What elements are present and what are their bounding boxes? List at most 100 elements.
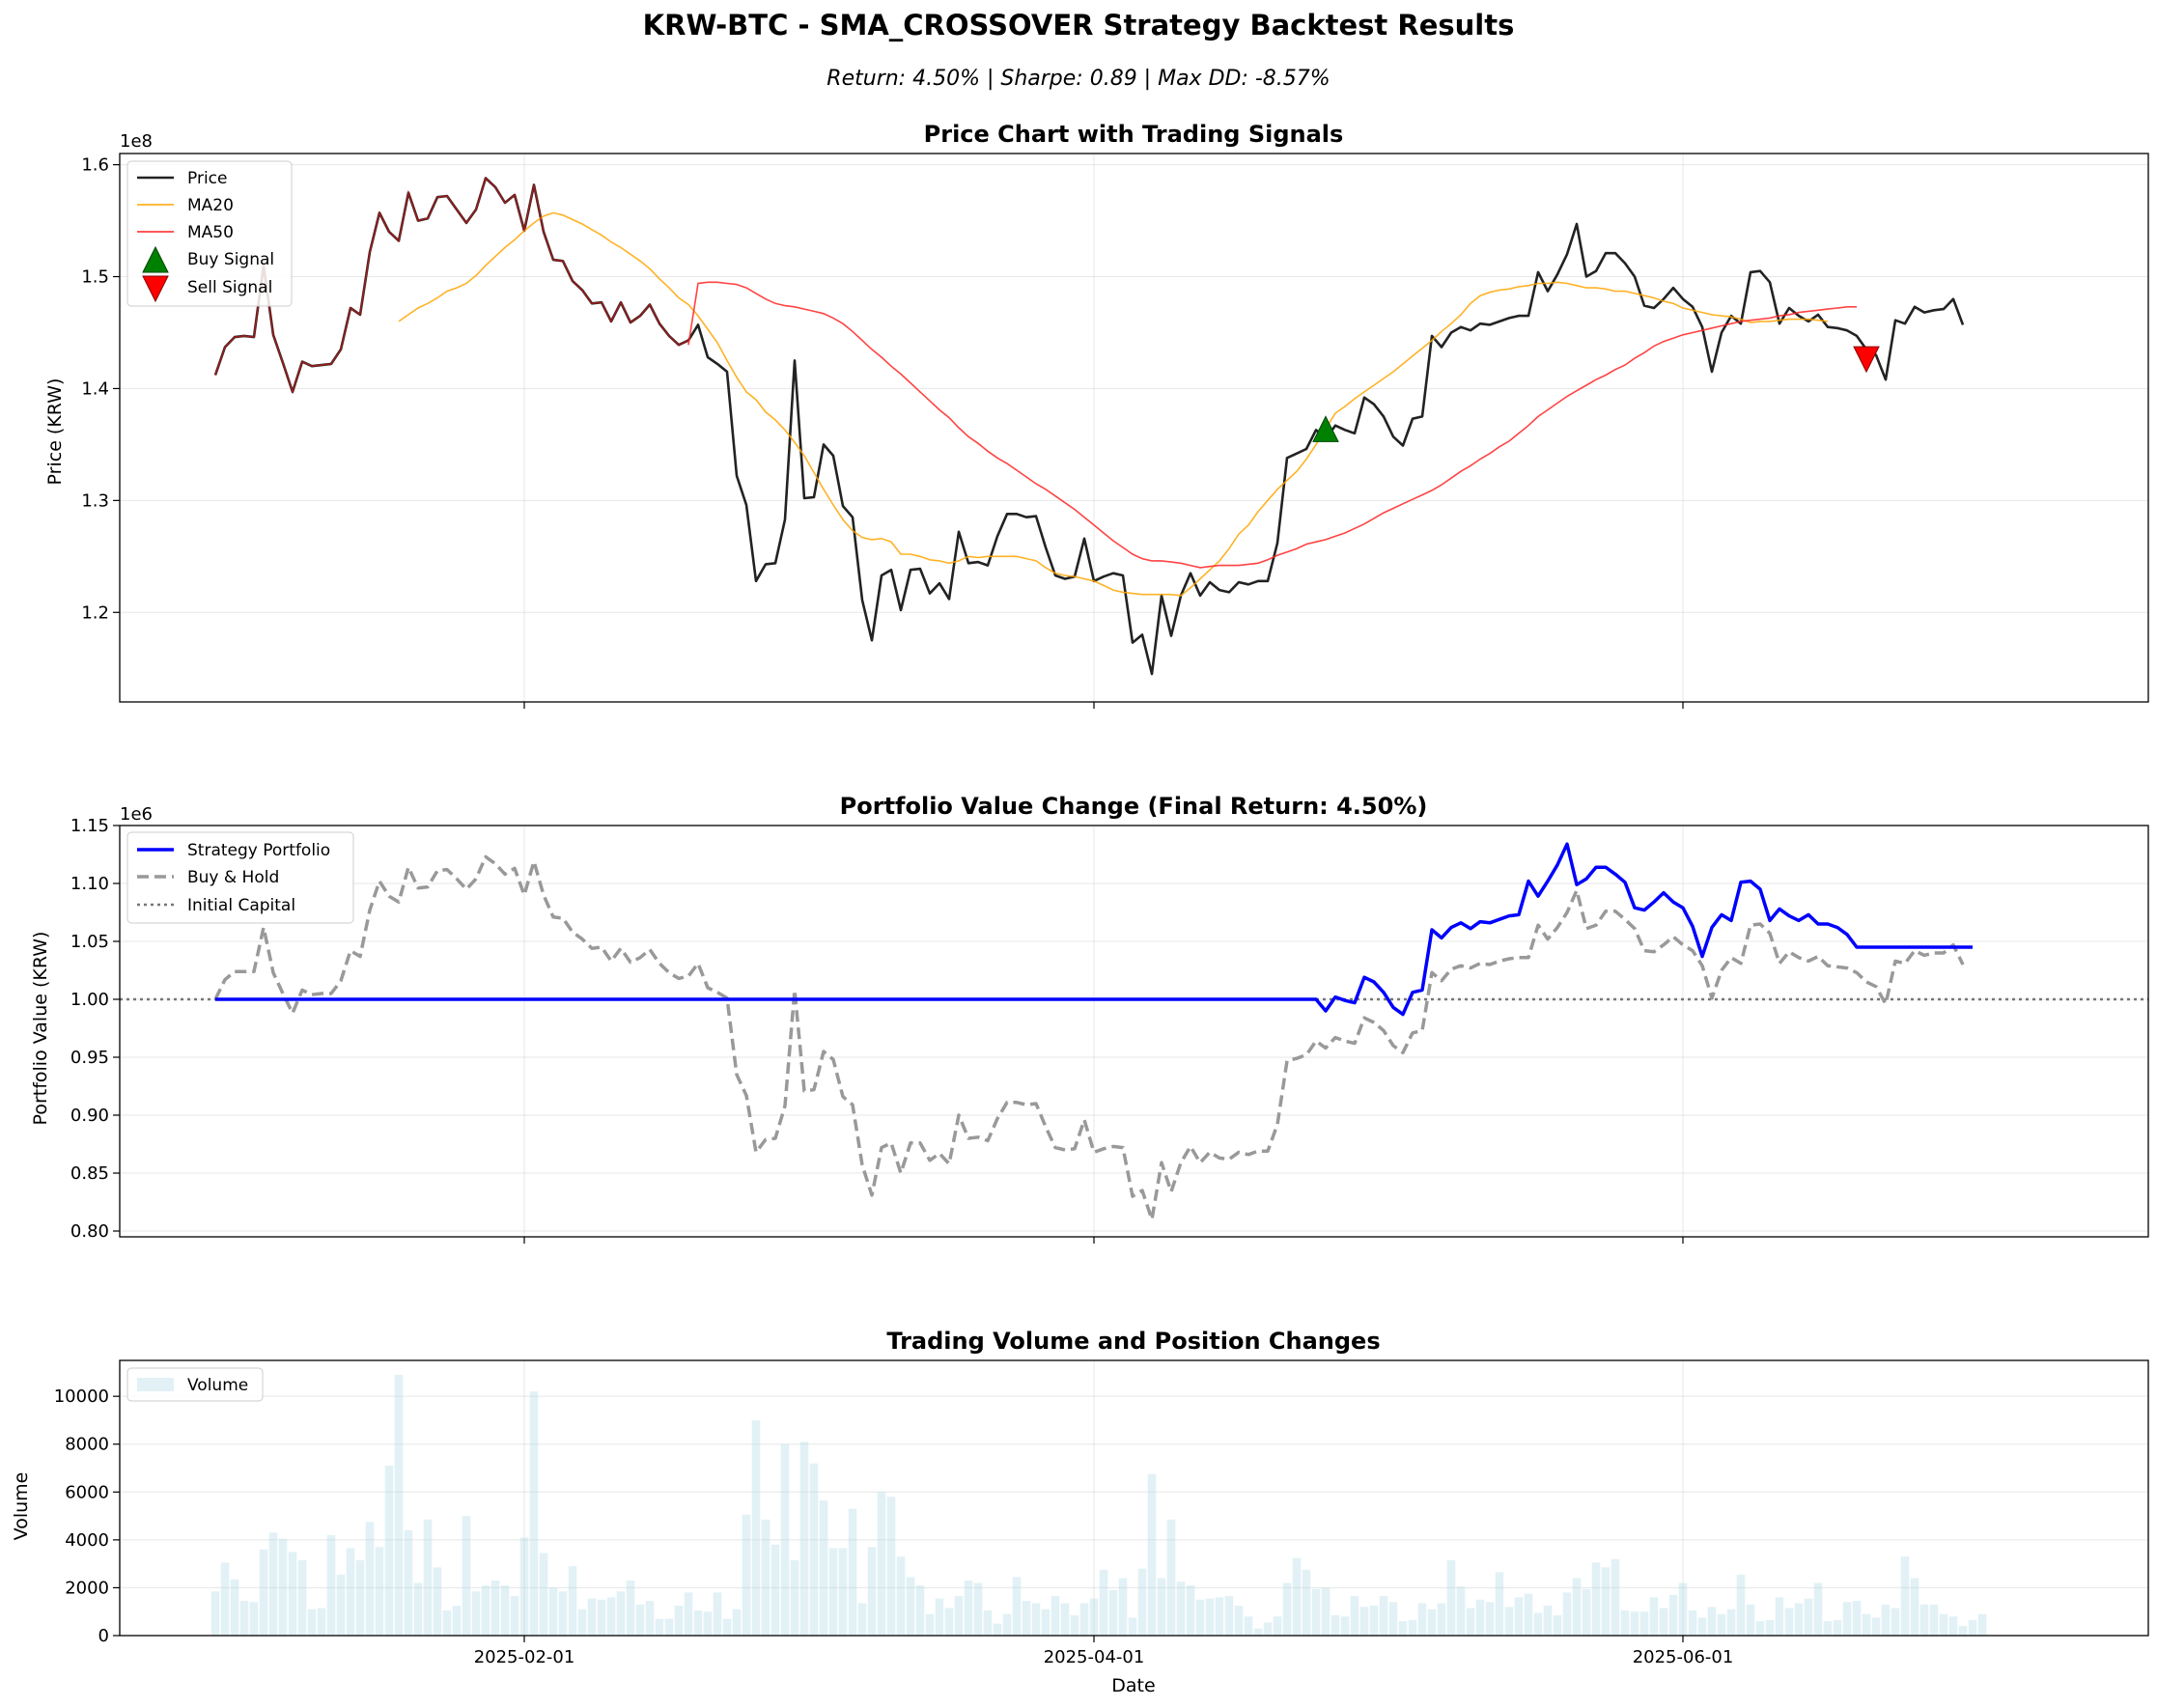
legend-sell-label: Sell Signal	[187, 278, 272, 297]
volume-axes-frame	[119, 1359, 2149, 1637]
volume-bar	[993, 1623, 1002, 1636]
volume-bar	[384, 1466, 394, 1636]
volume-bar	[1755, 1621, 1765, 1636]
volume-bar	[1234, 1606, 1244, 1636]
volume-bar	[886, 1497, 896, 1636]
price-gridlines	[120, 154, 2148, 702]
volume-bar	[848, 1508, 857, 1636]
volume-bar	[1398, 1621, 1408, 1636]
volume-bar	[539, 1553, 548, 1636]
volume-bar	[404, 1530, 413, 1636]
volume-bar	[1388, 1602, 1398, 1636]
volume-y-axis-label: Volume	[11, 1472, 32, 1541]
volume-bar	[587, 1598, 597, 1636]
volume-bar	[346, 1548, 355, 1636]
legend-sell-marker-icon	[142, 275, 169, 303]
volume-bar	[500, 1585, 510, 1636]
volume-bar	[693, 1610, 703, 1636]
volume-bar	[452, 1606, 462, 1636]
volume-bar	[1253, 1628, 1263, 1636]
volume-bar	[1968, 1619, 1977, 1636]
volume-bar	[973, 1582, 983, 1636]
volume-x-ticks: 2025-02-01 2025-04-01 2025-06-01	[474, 1636, 1733, 1667]
volume-bar	[423, 1519, 433, 1636]
portfolio-legend-box	[126, 831, 354, 924]
volume-bar	[394, 1374, 404, 1636]
volume-bar	[1475, 1599, 1485, 1636]
volume-bar	[1079, 1603, 1089, 1636]
y-tick-label: 10000	[54, 1386, 109, 1407]
volume-bar	[1002, 1613, 1012, 1636]
volume-plot-area	[210, 1374, 1987, 1636]
volume-bar	[1543, 1606, 1553, 1636]
volume-bar	[529, 1391, 539, 1636]
volume-bar	[1813, 1582, 1823, 1636]
volume-bar	[1678, 1582, 1688, 1636]
volume-bar	[1591, 1562, 1601, 1636]
ma20-series-line	[398, 211, 1829, 597]
legend-initial-label: Initial Capital	[187, 896, 295, 915]
volume-bar	[326, 1534, 336, 1636]
volume-bar	[1099, 1569, 1108, 1636]
volume-bar	[1302, 1569, 1311, 1636]
volume-bar	[1340, 1616, 1350, 1636]
volume-bar	[1244, 1616, 1253, 1636]
volume-bar	[1108, 1589, 1118, 1636]
volume-bar	[288, 1552, 297, 1636]
volume-bar	[1495, 1572, 1504, 1636]
portfolio-y-ticks: 0.80 0.85 0.90 0.95 1.00 1.05 1.10 1.15	[70, 816, 120, 1242]
volume-bar	[307, 1609, 317, 1636]
volume-bar	[375, 1547, 384, 1636]
volume-bar	[635, 1604, 645, 1636]
volume-bar	[732, 1609, 742, 1636]
volume-panel: Trading Volume and Position Changes Volu…	[11, 1328, 2149, 1696]
volume-bar	[510, 1596, 519, 1636]
volume-bar	[471, 1591, 481, 1636]
price-series-line	[213, 177, 1965, 676]
volume-bar	[548, 1587, 558, 1636]
volume-bar	[1273, 1616, 1282, 1636]
volume-bar	[1176, 1582, 1186, 1636]
volume-bar	[1524, 1593, 1533, 1636]
volume-bar	[1639, 1611, 1649, 1636]
volume-bar	[684, 1592, 693, 1636]
volume-bar	[1562, 1592, 1572, 1636]
legend-buy-marker-icon	[142, 245, 169, 273]
volume-bar	[857, 1603, 867, 1636]
volume-bar	[1804, 1598, 1813, 1636]
legend-buy-label: Buy Signal	[187, 250, 274, 269]
volume-bar	[1263, 1622, 1273, 1636]
volume-bar	[1369, 1606, 1379, 1636]
volume-bar	[809, 1463, 819, 1636]
volume-bar	[1833, 1619, 1842, 1636]
volume-bar	[220, 1562, 230, 1636]
y-tick-label: 0.95	[70, 1048, 109, 1068]
volume-bar	[1118, 1578, 1128, 1636]
volume-bar	[1726, 1609, 1736, 1636]
y-tick-label: 0.90	[70, 1106, 109, 1126]
y-tick-label: 1.3	[81, 490, 109, 511]
volume-bar	[1977, 1613, 1987, 1636]
volume-bar	[954, 1596, 964, 1636]
y-tick-label: 1.6	[81, 155, 109, 176]
y-tick-label: 8000	[65, 1435, 109, 1455]
legend-ma20-label: MA20	[187, 196, 234, 215]
x-tick-label: 2025-04-01	[1044, 1647, 1145, 1667]
volume-bar	[1784, 1608, 1794, 1636]
volume-bar	[1823, 1621, 1833, 1636]
volume-bar	[1620, 1610, 1630, 1636]
volume-bar	[983, 1610, 993, 1636]
volume-bar	[1224, 1596, 1234, 1636]
volume-bar	[1659, 1608, 1668, 1636]
volume-bar	[1408, 1619, 1417, 1636]
volume-bar	[1900, 1556, 1910, 1636]
volume-bar	[867, 1547, 877, 1636]
volume-bar	[1649, 1597, 1659, 1636]
portfolio-panel-title: Portfolio Value Change (Final Return: 4.…	[840, 793, 1428, 820]
volume-bar	[1775, 1597, 1784, 1636]
ma50-series-line	[687, 281, 1857, 569]
volume-bar	[462, 1516, 471, 1636]
y-tick-label: 0	[98, 1626, 109, 1646]
volume-bar	[268, 1532, 278, 1636]
